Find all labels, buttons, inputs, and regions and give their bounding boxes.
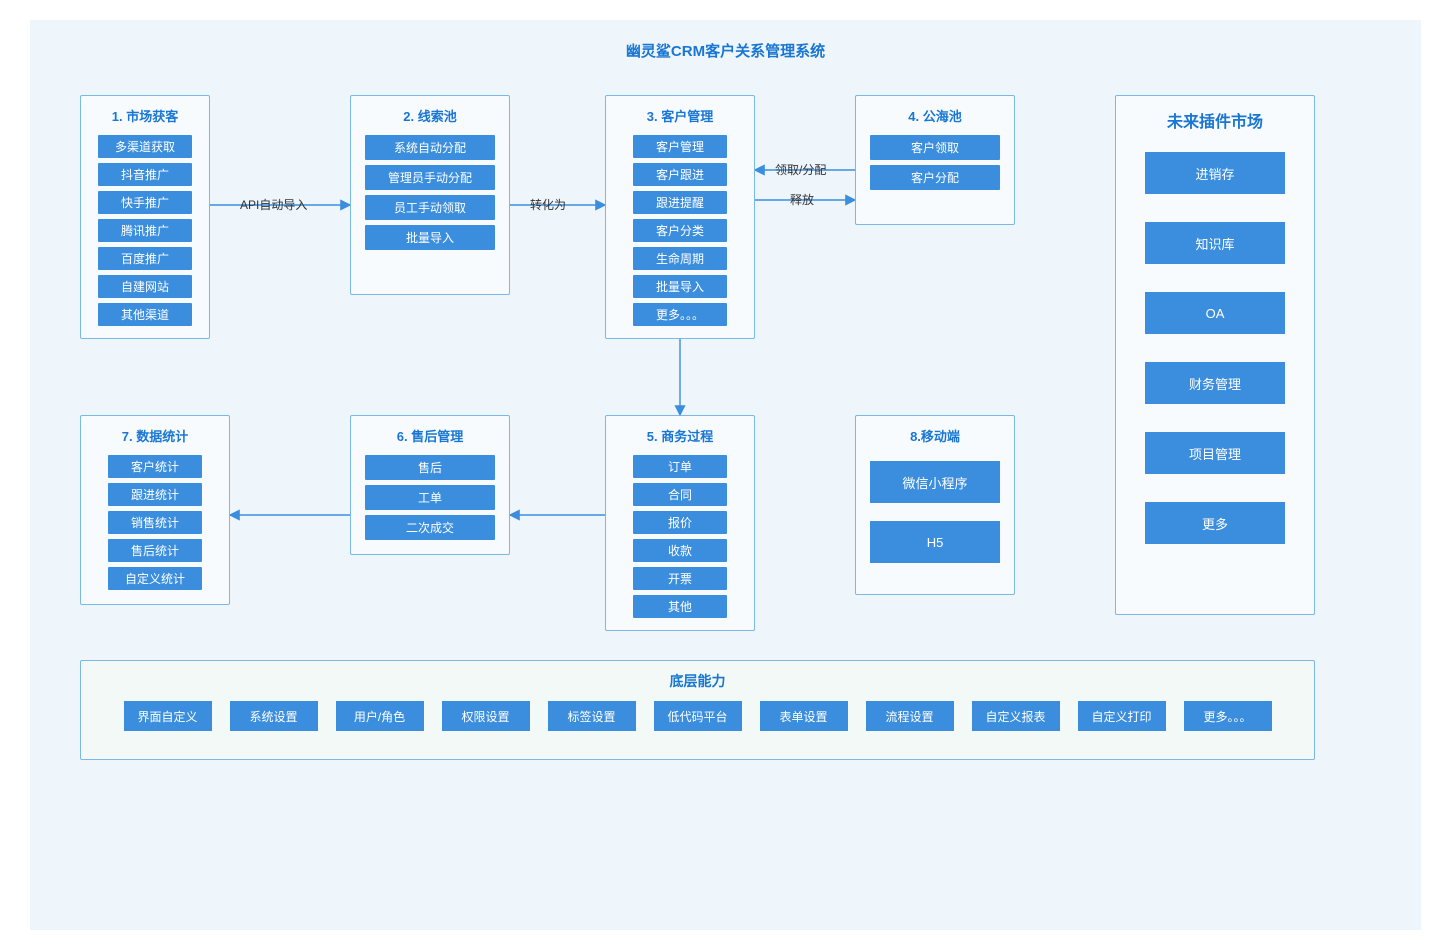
chip-list: 微信小程序 H5	[856, 451, 1014, 579]
module-m7: 7. 数据统计客户统计跟进统计销售统计售后统计自定义统计	[80, 415, 230, 605]
chip: 报价	[633, 511, 727, 534]
chip-list: 进销存知识库 OA 财务管理项目管理更多	[1116, 140, 1314, 564]
module-m1: 1. 市场获客多渠道获取抖音推广快手推广腾讯推广百度推广自建网站其他渠道	[80, 95, 210, 339]
edge-label: 领取/分配	[775, 161, 826, 178]
chip: 其他渠道	[98, 303, 192, 326]
module-m4: 4. 公海池客户领取客户分配	[855, 95, 1015, 225]
chip: 微信小程序	[870, 461, 1000, 503]
chip: 用户/角色	[336, 701, 424, 731]
chip-list: 售后工单二次成交	[351, 451, 509, 552]
chip: 收款	[633, 539, 727, 562]
chip-list: 客户统计跟进统计销售统计售后统计自定义统计	[81, 451, 229, 602]
chip: 权限设置	[442, 701, 530, 731]
chip: 客户跟进	[633, 163, 727, 186]
chip: 低代码平台	[654, 701, 742, 731]
chip: 自定义报表	[972, 701, 1060, 731]
module-title: 8.移动端	[856, 416, 1014, 451]
chip: 售后统计	[108, 539, 202, 562]
chip: 更多	[1145, 502, 1285, 544]
module-title: 5. 商务过程	[606, 416, 754, 451]
module-title: 3. 客户管理	[606, 96, 754, 131]
chip: 订单	[633, 455, 727, 478]
plugins-title: 未来插件市场	[1116, 96, 1314, 140]
edge-label: 释放	[790, 191, 814, 208]
chip: 客户统计	[108, 455, 202, 478]
chip: 抖音推广	[98, 163, 192, 186]
module-title: 6. 售后管理	[351, 416, 509, 451]
chip-row: 界面自定义系统设置用户/角色权限设置标签设置低代码平台表单设置流程设置自定义报表…	[81, 701, 1314, 747]
footer-title: 底层能力	[81, 661, 1314, 701]
chip: 流程设置	[866, 701, 954, 731]
module-title: 2. 线索池	[351, 96, 509, 131]
chip: 跟进提醒	[633, 191, 727, 214]
chip: 快手推广	[98, 191, 192, 214]
module-m5: 5. 商务过程订单合同报价收款开票其他	[605, 415, 755, 631]
chip-list: 订单合同报价收款开票其他	[606, 451, 754, 630]
chip: 多渠道获取	[98, 135, 192, 158]
module-title: 1. 市场获客	[81, 96, 209, 131]
chip: 系统设置	[230, 701, 318, 731]
chip: H5	[870, 521, 1000, 563]
chip-list: 系统自动分配管理员手动分配员工手动领取批量导入	[351, 131, 509, 262]
chip-list: 客户管理客户跟进跟进提醒客户分类生命周期批量导入更多。。。	[606, 131, 754, 338]
diagram-title: 幽灵鲨CRM客户关系管理系统	[30, 40, 1421, 61]
chip: 生命周期	[633, 247, 727, 270]
chip: 项目管理	[1145, 432, 1285, 474]
chip: OA	[1145, 292, 1285, 334]
chip: 管理员手动分配	[365, 165, 495, 190]
chip: 腾讯推广	[98, 219, 192, 242]
chip: 标签设置	[548, 701, 636, 731]
chip: 百度推广	[98, 247, 192, 270]
module-m3: 3. 客户管理客户管理客户跟进跟进提醒客户分类生命周期批量导入更多。。。	[605, 95, 755, 339]
chip: 批量导入	[365, 225, 495, 250]
chip: 客户领取	[870, 135, 1000, 160]
chip: 合同	[633, 483, 727, 506]
chip: 知识库	[1145, 222, 1285, 264]
plugins-panel: 未来插件市场进销存知识库 OA 财务管理项目管理更多	[1115, 95, 1315, 615]
module-m6: 6. 售后管理售后工单二次成交	[350, 415, 510, 555]
chip: 开票	[633, 567, 727, 590]
chip: 售后	[365, 455, 495, 480]
chip: 系统自动分配	[365, 135, 495, 160]
edge-label: API自动导入	[240, 196, 307, 213]
chip: 客户分配	[870, 165, 1000, 190]
chip: 财务管理	[1145, 362, 1285, 404]
chip: 跟进统计	[108, 483, 202, 506]
chip: 工单	[365, 485, 495, 510]
chip-list: 客户领取客户分配	[856, 131, 1014, 202]
chip: 客户分类	[633, 219, 727, 242]
diagram-canvas: 幽灵鲨CRM客户关系管理系统 1. 市场获客多渠道获取抖音推广快手推广腾讯推广百…	[30, 20, 1421, 930]
chip: 批量导入	[633, 275, 727, 298]
module-m8: 8.移动端微信小程序 H5	[855, 415, 1015, 595]
chip: 更多。。。	[633, 303, 727, 326]
chip: 其他	[633, 595, 727, 618]
chip: 自定义统计	[108, 567, 202, 590]
module-title: 4. 公海池	[856, 96, 1014, 131]
chip: 更多。。。	[1184, 701, 1272, 731]
chip-list: 多渠道获取抖音推广快手推广腾讯推广百度推广自建网站其他渠道	[81, 131, 209, 338]
chip: 自定义打印	[1078, 701, 1166, 731]
chip: 表单设置	[760, 701, 848, 731]
chip: 进销存	[1145, 152, 1285, 194]
footer-panel: 底层能力界面自定义系统设置用户/角色权限设置标签设置低代码平台表单设置流程设置自…	[80, 660, 1315, 760]
chip: 客户管理	[633, 135, 727, 158]
chip: 销售统计	[108, 511, 202, 534]
module-m2: 2. 线索池系统自动分配管理员手动分配员工手动领取批量导入	[350, 95, 510, 295]
chip: 界面自定义	[124, 701, 212, 731]
module-title: 7. 数据统计	[81, 416, 229, 451]
edge-label: 转化为	[530, 196, 566, 213]
chip: 二次成交	[365, 515, 495, 540]
chip: 自建网站	[98, 275, 192, 298]
chip: 员工手动领取	[365, 195, 495, 220]
